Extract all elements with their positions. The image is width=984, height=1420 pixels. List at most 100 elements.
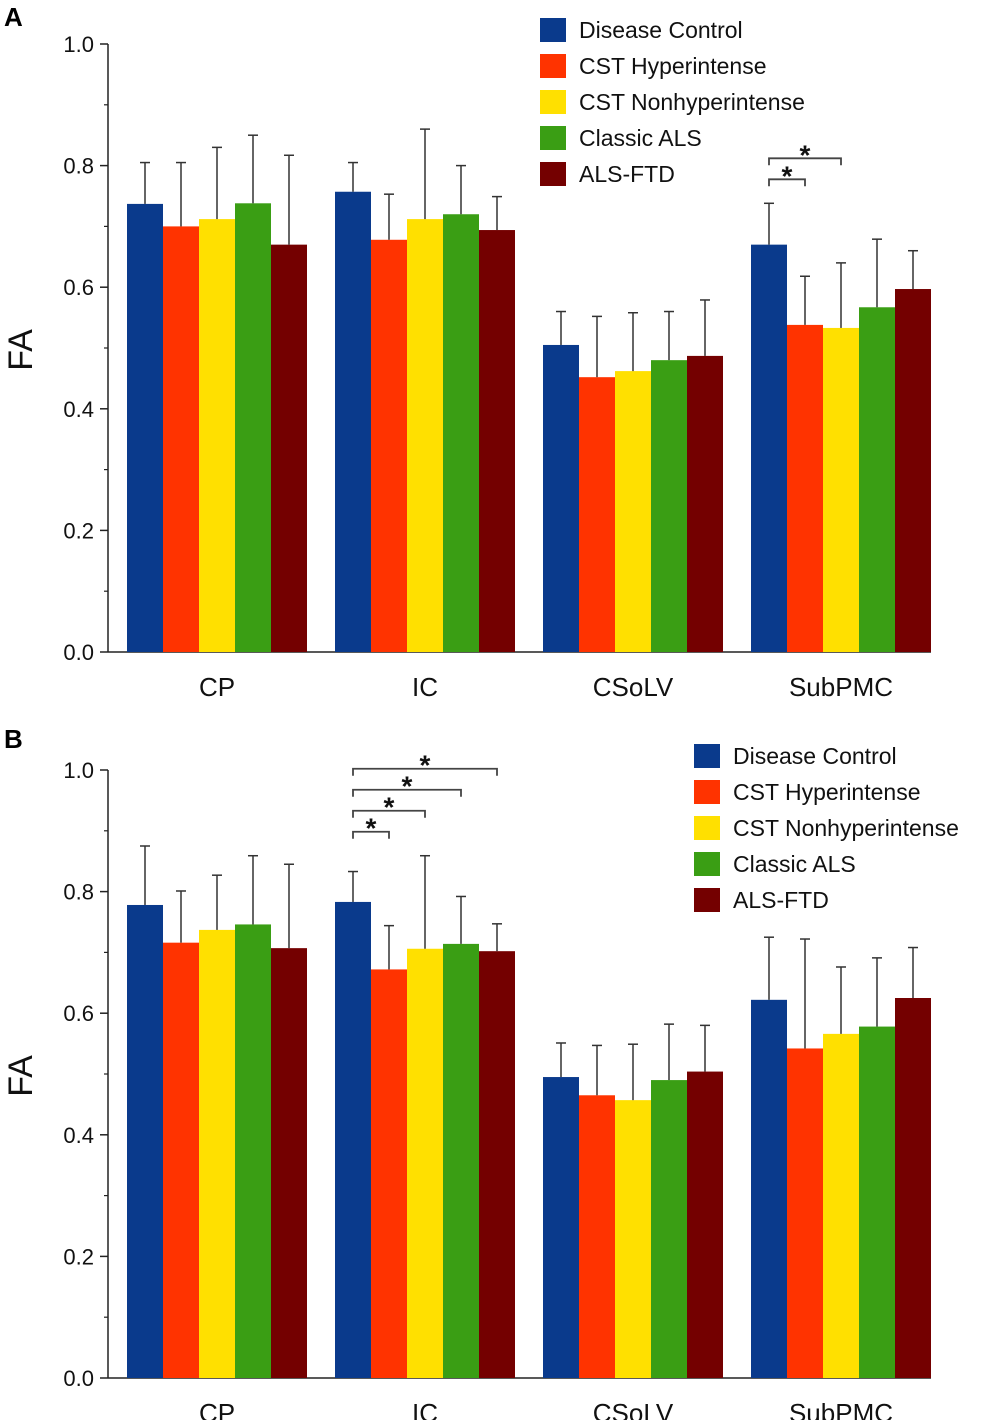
bar [543, 344, 579, 652]
bar [859, 1026, 895, 1378]
y-axis-label: FA [2, 329, 40, 371]
legend-label: CST Nonhyperintense [579, 89, 805, 115]
bar [199, 929, 235, 1378]
legend-label: CST Nonhyperintense [733, 815, 959, 841]
bar [615, 1100, 651, 1378]
bar [443, 214, 479, 653]
legend-swatch [540, 162, 566, 186]
legend-swatch [540, 126, 566, 150]
bar [687, 355, 723, 652]
significance-star: * [384, 792, 395, 823]
bar [479, 230, 515, 652]
bar [479, 951, 515, 1378]
y-tick-label: 0.2 [63, 518, 94, 543]
bar [199, 219, 235, 652]
y-tick-label: 0.0 [63, 640, 94, 665]
x-tick-label: SubPMC [789, 1398, 893, 1420]
y-tick-label: 0.4 [63, 1123, 94, 1148]
bar [823, 1033, 859, 1378]
significance-star: * [420, 750, 431, 781]
legend-label: ALS-FTD [579, 161, 675, 187]
bar [651, 1080, 687, 1378]
x-tick-label: IC [412, 1398, 438, 1420]
bar [407, 948, 443, 1378]
x-tick-label: SubPMC [789, 672, 893, 702]
legend-swatch [694, 780, 720, 804]
bar [687, 1071, 723, 1378]
y-tick-label: 1.0 [63, 758, 94, 783]
legend-swatch [694, 852, 720, 876]
bar [895, 289, 931, 652]
bar [751, 244, 787, 652]
bar [335, 901, 371, 1378]
bar [579, 1095, 615, 1378]
bar [787, 324, 823, 652]
legend-label: CST Hyperintense [733, 779, 921, 805]
significance-bracket [768, 157, 842, 166]
bar [751, 999, 787, 1378]
y-tick-label: 0.8 [63, 880, 94, 905]
x-tick-label: CP [199, 1398, 235, 1420]
legend-label: ALS-FTD [733, 887, 829, 913]
legend-swatch [540, 90, 566, 114]
bar [787, 1048, 823, 1378]
bar [371, 239, 407, 652]
legend-swatch [694, 816, 720, 840]
y-tick-label: 0.6 [63, 275, 94, 300]
y-tick-label: 0.4 [63, 397, 94, 422]
significance-star: * [402, 771, 413, 802]
significance-star: * [782, 160, 793, 191]
bar [615, 371, 651, 652]
x-tick-label: IC [412, 672, 438, 702]
significance-bracket [352, 830, 390, 839]
legend-label: Disease Control [579, 17, 743, 43]
x-tick-label: CP [199, 672, 235, 702]
bar [859, 307, 895, 652]
legend-swatch [694, 744, 720, 768]
bar [407, 219, 443, 652]
bar [443, 943, 479, 1378]
bar [651, 360, 687, 652]
y-tick-label: 0.0 [63, 1366, 94, 1391]
legend-label: CST Hyperintense [579, 53, 767, 79]
bar [895, 998, 931, 1378]
legend-label: Classic ALS [579, 125, 702, 151]
bar [235, 924, 271, 1378]
bar [127, 203, 163, 653]
bar [579, 377, 615, 652]
significance-bracket [352, 809, 426, 818]
bar [823, 327, 859, 652]
y-tick-label: 0.6 [63, 1001, 94, 1026]
significance-bracket [352, 788, 462, 797]
y-tick-label: 0.2 [63, 1244, 94, 1269]
panel-label: A [4, 2, 23, 32]
bar [127, 904, 163, 1378]
bar [235, 203, 271, 652]
x-tick-label: CSoLV [593, 1398, 674, 1420]
bar [335, 191, 371, 652]
x-tick-label: CSoLV [593, 672, 674, 702]
significance-star: * [366, 813, 377, 844]
y-tick-label: 0.8 [63, 154, 94, 179]
legend-swatch [694, 888, 720, 912]
y-axis-label: FA [2, 1055, 40, 1097]
significance-bracket [352, 767, 498, 776]
bar [163, 942, 199, 1378]
bar [163, 226, 199, 652]
legend-swatch [540, 54, 566, 78]
bar [271, 948, 307, 1378]
significance-bracket [768, 178, 806, 187]
chart-panel-a: A FA 0.0 0.2 0.4 0.6 0.8 1.0 CP IC CSoLV SubPMC ** Di… [2, 2, 931, 702]
legend-swatch [540, 18, 566, 42]
bar [543, 1077, 579, 1378]
bar [371, 969, 407, 1378]
significance-star: * [800, 139, 811, 170]
legend-label: Classic ALS [733, 851, 856, 877]
bar [271, 244, 307, 652]
legend-label: Disease Control [733, 743, 897, 769]
y-tick-label: 1.0 [63, 32, 94, 57]
panel-label: B [4, 724, 23, 754]
